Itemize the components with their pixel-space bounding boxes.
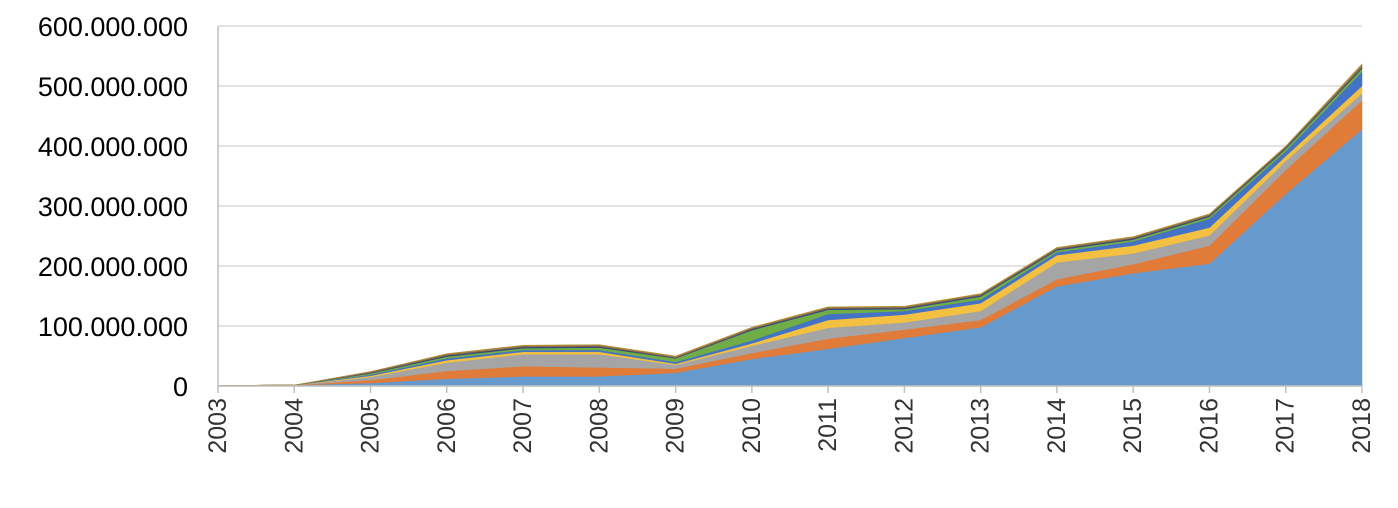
y-tick-label: 600.000.000	[38, 12, 188, 42]
x-tick-label: 2017	[1272, 398, 1300, 454]
axes	[217, 26, 1363, 393]
x-tick-label: 2009	[662, 398, 690, 454]
y-tick-label: 100.000.000	[38, 312, 188, 342]
series-areas	[217, 63, 1363, 387]
y-tick-label: 400.000.000	[38, 132, 188, 162]
x-tick-label: 2014	[1043, 398, 1071, 454]
x-tick-label: 2010	[738, 398, 766, 454]
x-tick-label: 2008	[585, 398, 613, 454]
y-axis-tick-labels: 0 100.000.000 200.000.000 300.000.000 400.00…	[38, 12, 188, 402]
x-tick-label: 2013	[967, 398, 995, 454]
y-tick-label: 500.000.000	[38, 72, 188, 102]
x-axis-tick-labels: 2003 2004 2005 2006 2007 2008 2009 2010 2011 2012…	[204, 398, 1376, 454]
y-tick-label: 300.000.000	[38, 192, 188, 222]
x-tick-label: 2005	[357, 398, 385, 454]
y-tick-label: 0	[173, 372, 188, 402]
series-area-10	[217, 63, 1363, 386]
x-tick-label: 2006	[433, 398, 461, 454]
x-tick-label: 2003	[204, 398, 232, 454]
x-tick-label: 2015	[1119, 398, 1147, 454]
x-tick-label: 2007	[509, 398, 537, 454]
x-tick-label: 2011	[814, 398, 842, 452]
x-tick-label: 2016	[1195, 398, 1223, 454]
y-tick-label: 200.000.000	[38, 252, 188, 282]
x-tick-label: 2018	[1348, 398, 1376, 454]
x-tick-label: 2004	[280, 398, 308, 454]
x-tick-label: 2012	[890, 398, 918, 454]
